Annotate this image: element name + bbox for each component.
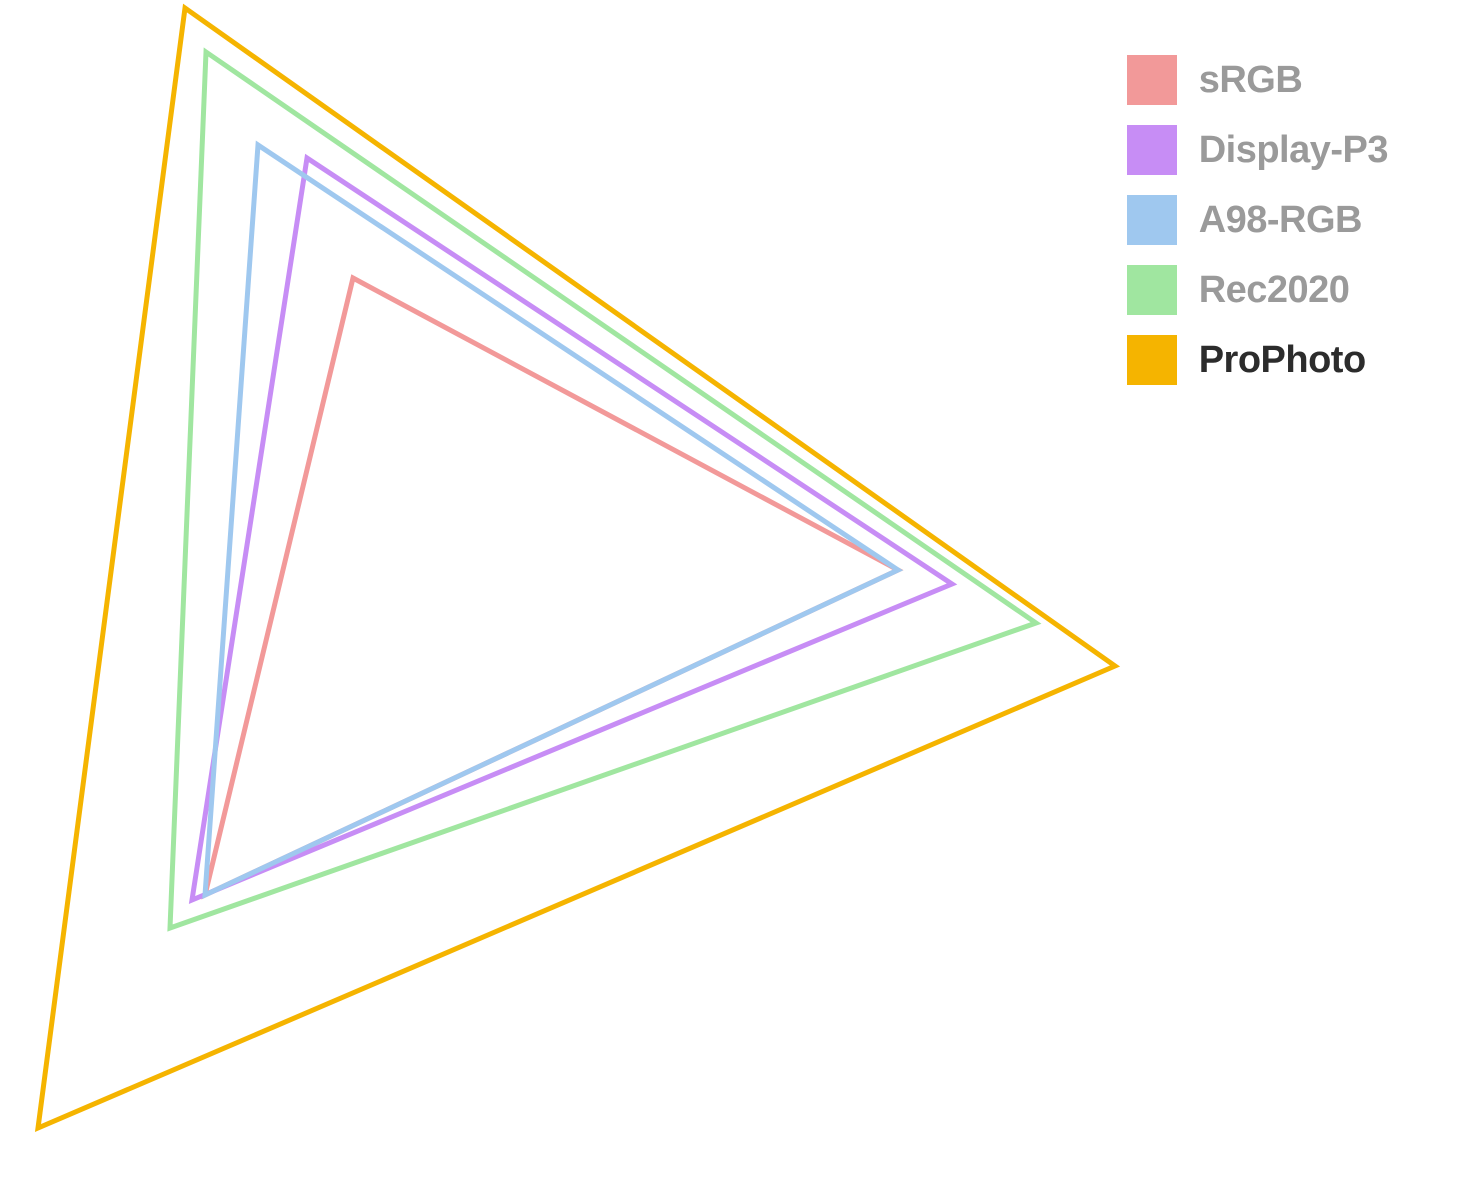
legend-swatch-srgb bbox=[1127, 55, 1177, 105]
legend-swatch-a98-rgb bbox=[1127, 195, 1177, 245]
legend-swatch-prophoto bbox=[1127, 335, 1177, 385]
gamut-triangle-a98-rgb bbox=[205, 145, 898, 895]
legend-item-prophoto[interactable]: ProPhoto bbox=[1127, 335, 1388, 385]
legend-label-srgb: sRGB bbox=[1199, 59, 1303, 102]
legend-item-rec2020[interactable]: Rec2020 bbox=[1127, 265, 1388, 315]
legend-swatch-display-p3 bbox=[1127, 125, 1177, 175]
legend-item-a98-rgb[interactable]: A98-RGB bbox=[1127, 195, 1388, 245]
legend-item-display-p3[interactable]: Display-P3 bbox=[1127, 125, 1388, 175]
legend-label-prophoto: ProPhoto bbox=[1199, 339, 1366, 382]
legend-swatch-rec2020 bbox=[1127, 265, 1177, 315]
legend-label-display-p3: Display-P3 bbox=[1199, 129, 1388, 172]
legend-label-rec2020: Rec2020 bbox=[1199, 269, 1350, 312]
legend-label-a98-rgb: A98-RGB bbox=[1199, 199, 1362, 242]
color-space-legend: sRGB Display-P3 A98-RGB Rec2020 ProPhoto bbox=[1127, 55, 1388, 385]
legend-item-srgb[interactable]: sRGB bbox=[1127, 55, 1388, 105]
